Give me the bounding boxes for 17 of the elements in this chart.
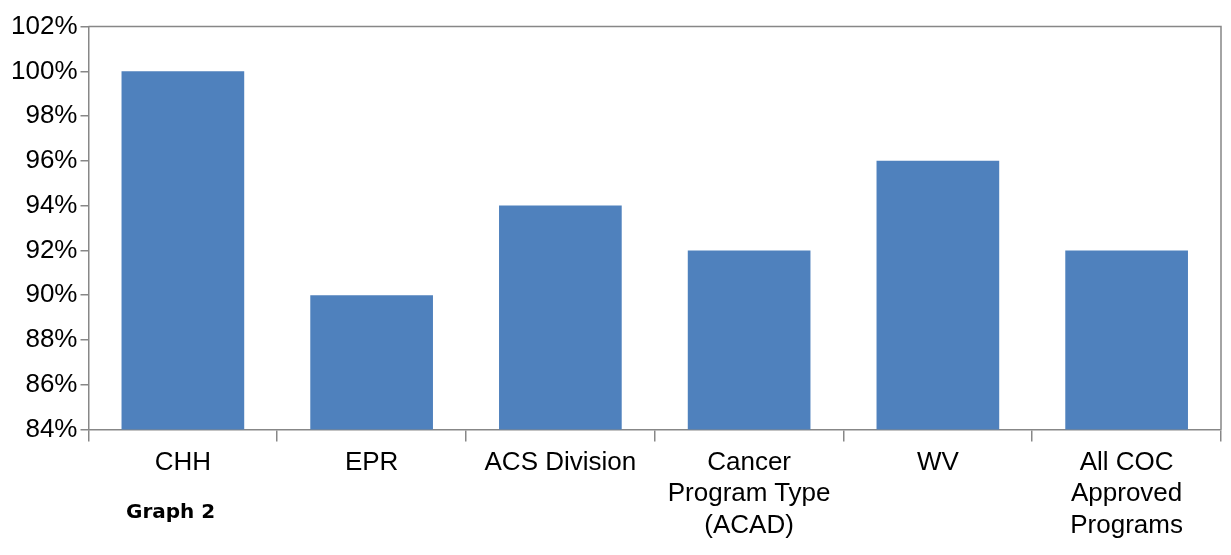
x-tick-label: ACS Division	[484, 446, 637, 477]
x-tick-label: CHH	[154, 446, 212, 477]
x-tick-label: All COC Approved Programs	[1070, 446, 1183, 539]
y-tick-label: 86%	[25, 367, 78, 398]
y-tick-label: 84%	[25, 412, 78, 443]
x-tick-label: Cancer Program Type (ACAD)	[667, 446, 831, 539]
y-tick-label: 100%	[11, 54, 78, 85]
y-tick-label: 94%	[25, 188, 78, 219]
y-tick-label: 88%	[25, 323, 78, 354]
y-tick-label: 92%	[25, 233, 78, 264]
y-tick-label: 98%	[25, 99, 78, 130]
x-tick-label: WV	[916, 446, 960, 477]
y-tick-label: 90%	[25, 278, 78, 309]
y-tick-label: 102%	[11, 9, 78, 40]
caption: Graph 2	[126, 499, 216, 523]
x-tick-label: EPR	[344, 446, 399, 477]
y-tick-label: 96%	[25, 144, 78, 175]
